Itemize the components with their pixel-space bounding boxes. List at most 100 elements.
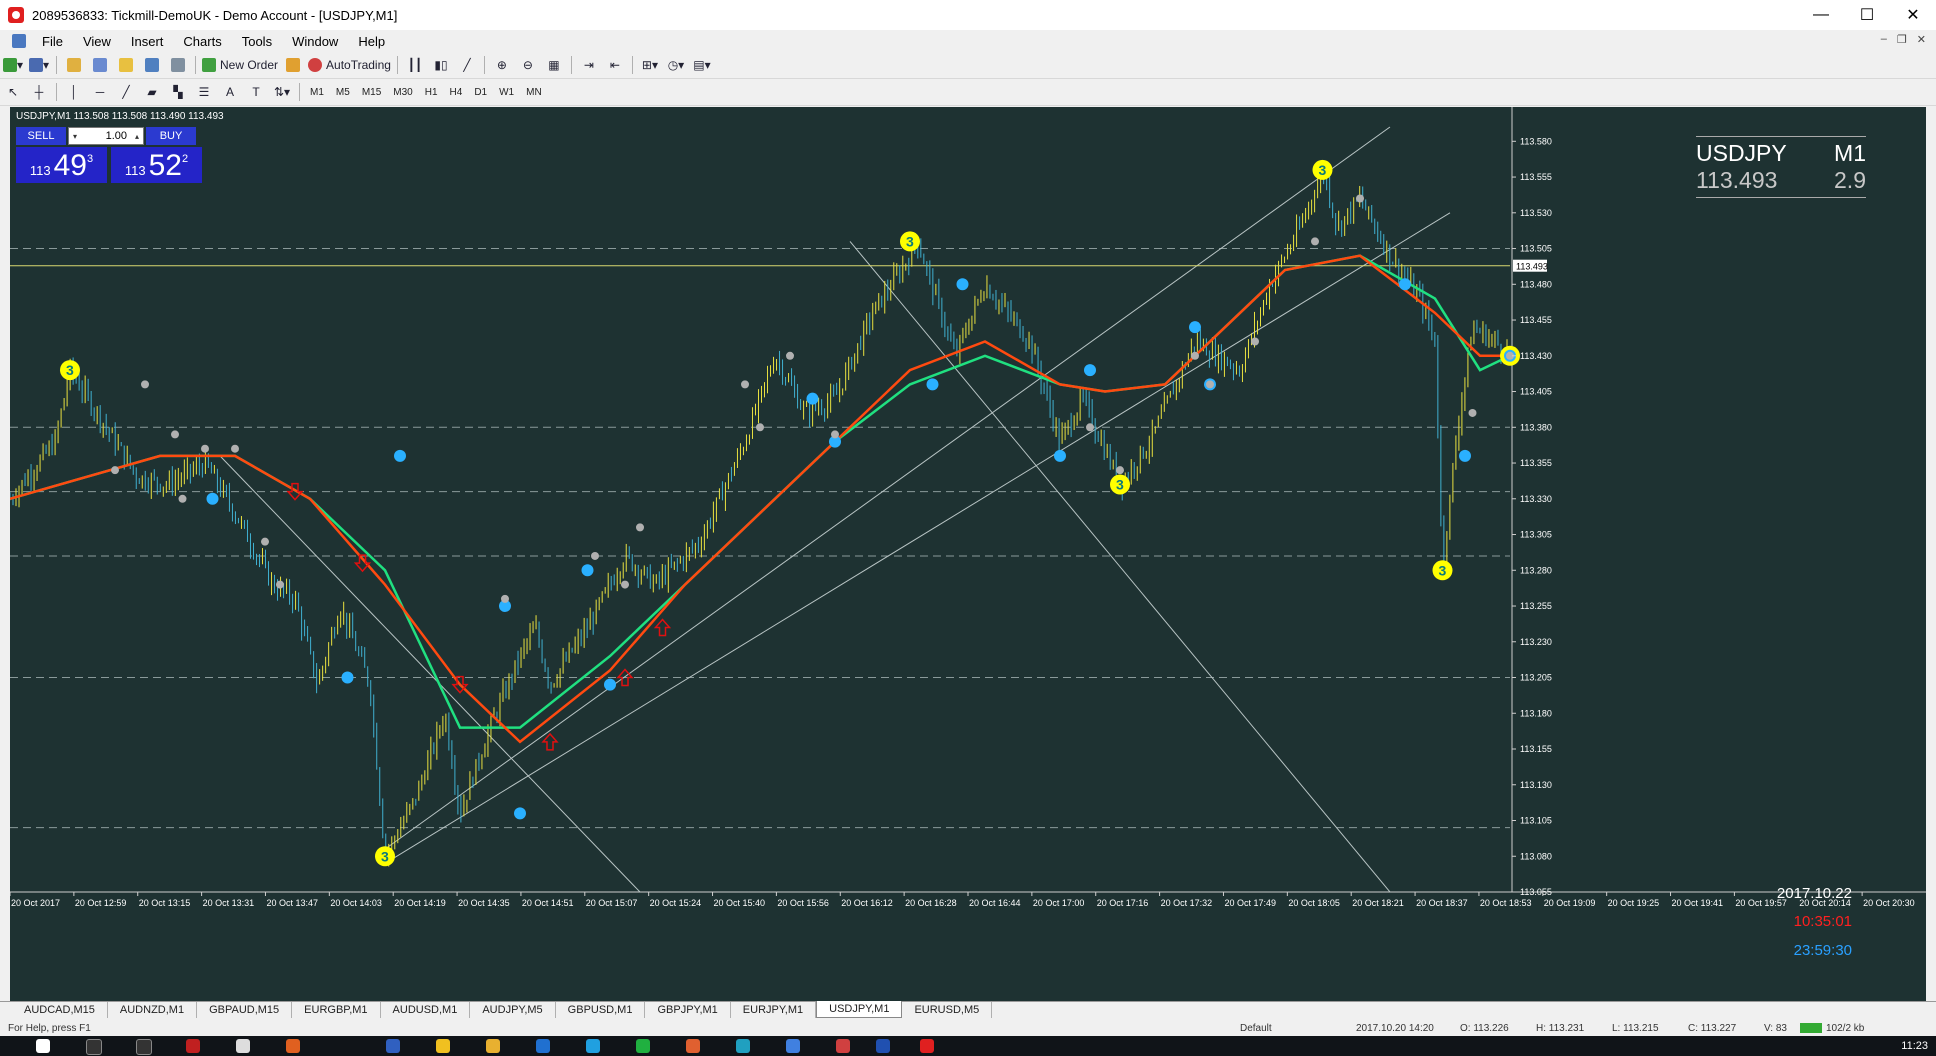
tab-audjpy-m5[interactable]: AUDJPY,M5 — [470, 1002, 556, 1018]
taskbar-app-5-icon[interactable] — [436, 1039, 450, 1053]
chrome-icon[interactable] — [836, 1039, 850, 1053]
status-bar: For Help, press F1 Default 2017.10.20 14… — [0, 1021, 1936, 1035]
tf-m30[interactable]: M30 — [393, 86, 413, 98]
tf-m15[interactable]: M15 — [361, 86, 382, 98]
line-icon[interactable] — [636, 1039, 650, 1053]
tab-gbpjpy-m1[interactable]: GBPJPY,M1 — [645, 1002, 731, 1018]
tab-eurusd-m5[interactable]: EURUSD,M5 — [902, 1002, 993, 1018]
firefox-icon[interactable] — [786, 1039, 800, 1053]
tab-gbpaud-m15[interactable]: GBPAUD,M15 — [197, 1002, 293, 1018]
zoom-in-icon[interactable]: ⊕ — [496, 58, 507, 72]
taskbar-app-7-icon[interactable] — [736, 1039, 750, 1053]
buy-price[interactable]: 113 52 2 — [111, 147, 202, 183]
navigator-icon[interactable] — [115, 55, 137, 75]
menu-help[interactable]: Help — [358, 33, 386, 49]
tab-audusd-m1[interactable]: AUDUSD,M1 — [381, 1002, 471, 1018]
clock-time-local: 10:35:01 — [1793, 913, 1852, 930]
indicators-icon[interactable]: ⊞▾ — [641, 58, 658, 72]
chart-area[interactable]: 113.493 3 3 3 3 3 3 3 113.580 113.555 113.530 113.5… — [10, 107, 1926, 1001]
channel-icon[interactable]: ▰ — [147, 85, 157, 99]
task-view-icon[interactable] — [136, 1039, 152, 1055]
tile-windows-icon[interactable]: ▦ — [548, 58, 560, 72]
start-icon[interactable] — [36, 1039, 50, 1053]
tf-w1[interactable]: W1 — [499, 86, 515, 98]
taskbar-app-2-icon[interactable] — [236, 1039, 250, 1053]
new-chart-icon[interactable]: ▾ — [2, 55, 24, 75]
taskbar-app-3-icon[interactable] — [286, 1039, 300, 1053]
x-tick-label: 20 Oct 16:44 — [969, 898, 1021, 908]
taskbar-app-6-icon[interactable] — [686, 1039, 700, 1053]
tf-h4[interactable]: H4 — [449, 86, 463, 98]
sell-price[interactable]: 113 49 3 — [16, 147, 107, 183]
taskbar-app-1-icon[interactable] — [186, 1039, 200, 1053]
tab-gbpusd-m1[interactable]: GBPUSD,M1 — [556, 1002, 646, 1018]
vertical-line-icon[interactable]: │ — [70, 85, 78, 99]
buy-price-prefix: 113 — [124, 163, 146, 178]
mdi-close-icon[interactable]: ✕ — [1916, 34, 1926, 46]
tf-d1[interactable]: D1 — [474, 86, 488, 98]
zoom-out-icon[interactable]: ⊖ — [522, 58, 533, 72]
signal-arrow — [541, 732, 559, 751]
y-tick-label: 113.505 — [1520, 244, 1552, 254]
autoscroll-icon[interactable]: ⇥ — [583, 58, 594, 72]
gann-icon[interactable]: ▚ — [173, 85, 183, 99]
word-icon[interactable] — [876, 1039, 890, 1053]
buy-button[interactable]: BUY — [146, 127, 196, 145]
tab-usdjpy-m1[interactable]: USDJPY,M1 — [816, 1001, 903, 1018]
menu-insert[interactable]: Insert — [130, 33, 164, 49]
search-icon[interactable] — [86, 1039, 102, 1055]
sell-button[interactable]: SELL — [16, 127, 66, 145]
tf-m5[interactable]: M5 — [335, 86, 350, 98]
tab-eurgbp-m1[interactable]: EURGBP,M1 — [292, 1002, 381, 1018]
metatrader-taskbar-icon[interactable] — [920, 1039, 934, 1053]
signal-arrow — [353, 554, 372, 573]
tf-mn[interactable]: MN — [526, 86, 542, 98]
skype-icon[interactable] — [586, 1039, 600, 1053]
crosshair-icon[interactable]: ┼ — [34, 85, 44, 99]
lot-decrease-icon[interactable]: ▾ — [72, 131, 77, 141]
tf-m1[interactable]: M1 — [310, 86, 324, 98]
signal-dot — [514, 807, 526, 820]
tab-eurjpy-m1[interactable]: EURJPY,M1 — [731, 1002, 817, 1018]
lot-increase-icon[interactable]: ▴ — [134, 131, 139, 141]
trendline-icon[interactable]: ╱ — [122, 85, 130, 99]
text-icon[interactable]: A — [225, 85, 234, 99]
lot-size-field[interactable]: ▾ 1.00 ▴ — [68, 127, 144, 145]
menu-view[interactable]: View — [82, 33, 111, 49]
minimize-button[interactable]: — — [1813, 6, 1829, 23]
arrows-icon[interactable]: ⇅▾ — [273, 85, 291, 99]
taskbar-app-4-icon[interactable] — [386, 1039, 400, 1053]
maximize-button[interactable]: ☐ — [1859, 7, 1875, 24]
market-watch-icon[interactable] — [63, 55, 85, 75]
menu-tools[interactable]: Tools — [241, 33, 273, 49]
data-window-icon[interactable] — [89, 55, 111, 75]
text-label-icon[interactable]: T — [252, 85, 260, 99]
tab-audcad-m15[interactable]: AUDCAD,M15 — [12, 1002, 108, 1018]
price-chart[interactable]: 113.493 3 3 3 3 3 3 3 113.580 113.555 113.530 113.5… — [10, 107, 1926, 1001]
fibonacci-icon[interactable]: ☰ — [198, 85, 210, 99]
periods-icon[interactable]: ◷▾ — [667, 58, 685, 72]
cursor-icon[interactable]: ↖ — [7, 85, 19, 99]
autotrading-button[interactable]: AutoTrading — [308, 55, 391, 75]
terminal-icon[interactable] — [141, 55, 163, 75]
edge-icon[interactable] — [536, 1039, 550, 1053]
close-button[interactable]: ✕ — [1906, 7, 1920, 24]
file-explorer-icon[interactable] — [486, 1039, 500, 1053]
metaeditor-icon[interactable] — [282, 55, 304, 75]
profiles-icon[interactable]: ▾ — [28, 55, 50, 75]
chart-shift-icon[interactable]: ⇤ — [609, 58, 620, 72]
tester-icon[interactable] — [167, 55, 189, 75]
tf-h1[interactable]: H1 — [424, 86, 438, 98]
bar-chart-icon[interactable]: ┃┃ — [407, 58, 423, 72]
templates-icon[interactable]: ▤▾ — [693, 58, 711, 72]
horizontal-line-icon[interactable]: ─ — [95, 85, 105, 99]
candlestick-icon[interactable]: ▮▯ — [434, 58, 448, 72]
menu-file[interactable]: File — [42, 33, 63, 49]
menu-charts[interactable]: Charts — [183, 33, 222, 49]
mdi-minimize-icon[interactable]: – — [1880, 33, 1887, 45]
tab-audnzd-m1[interactable]: AUDNZD,M1 — [108, 1002, 198, 1018]
menu-window[interactable]: Window — [292, 33, 339, 49]
new-order-button[interactable]: New Order — [202, 55, 278, 75]
line-chart-icon[interactable]: ╱ — [463, 58, 471, 72]
mdi-restore-icon[interactable]: ❐ — [1896, 34, 1907, 46]
